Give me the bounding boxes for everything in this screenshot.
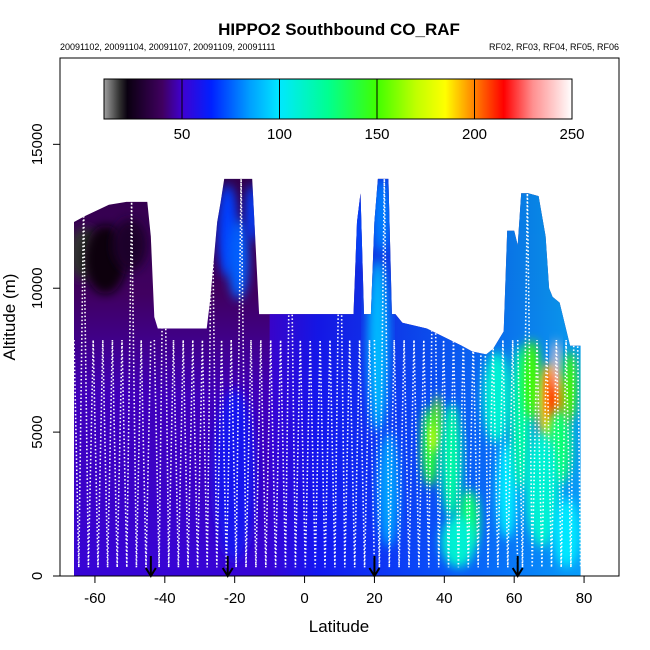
- y-axis: 0 5000 10000 15000: [29, 123, 60, 580]
- plot-frame: [59, 57, 620, 577]
- chart-title: HIPPO2 Southbound CO_RAF: [218, 20, 460, 39]
- colorbar-rect: [103, 78, 573, 120]
- flight-track: [230, 178, 376, 568]
- airport-arrows: [144, 556, 524, 578]
- colorbar-tick-label: 150: [364, 126, 389, 143]
- field-cell: [355, 196, 366, 266]
- x-tick-label: -20: [224, 590, 246, 607]
- field-cell: [245, 184, 260, 243]
- airport-arrow: [511, 556, 524, 578]
- airport-arrow: [144, 556, 157, 578]
- field-cell: [482, 351, 511, 444]
- x-axis: -60 -40 -20 0 20 40 60 80: [84, 576, 592, 607]
- field-cell: [112, 219, 148, 271]
- field-cell: [522, 340, 541, 421]
- flight-track: [373, 178, 519, 568]
- y-tick-label: 15000: [29, 123, 46, 165]
- field-cell: [552, 498, 581, 568]
- field-cell: [227, 219, 249, 300]
- x-tick-label: 0: [300, 590, 308, 607]
- y-axis-label: Altitude (m): [0, 274, 19, 361]
- field-cell: [496, 440, 518, 539]
- chart-subtitle-left: 20091102, 20091104, 20091107, 20091109, …: [60, 42, 276, 52]
- x-tick-label: -60: [84, 590, 106, 607]
- field-cell: [433, 394, 442, 441]
- flight-track: [516, 193, 581, 568]
- x-axis-label: Latitude: [309, 617, 370, 636]
- y-tick-label: 0: [29, 572, 46, 580]
- field-cell: [377, 432, 399, 548]
- field-cell: [372, 178, 391, 254]
- colorbar: 50 100 150 200 250: [103, 78, 585, 143]
- x-tick-label: 80: [576, 590, 593, 607]
- x-tick-label: 60: [506, 590, 523, 607]
- y-tick-label: 5000: [29, 415, 46, 448]
- x-tick-label: -40: [154, 590, 176, 607]
- colorbar-tick-label: 250: [559, 126, 584, 143]
- colorbar-tick-label: 50: [174, 126, 191, 143]
- flight-track: [74, 201, 152, 568]
- x-tick-label: 20: [366, 590, 383, 607]
- field-cell: [213, 388, 256, 562]
- airport-arrow: [221, 556, 234, 578]
- x-tick-label: 40: [436, 590, 453, 607]
- flight-tracks: [74, 178, 581, 568]
- colorbar-tick-label: 100: [267, 126, 292, 143]
- colorbar-tick-label: 200: [462, 126, 487, 143]
- y-tick-label: 10000: [29, 267, 46, 309]
- chart-subtitle-right: RF02, RF03, RF04, RF05, RF06: [489, 42, 619, 52]
